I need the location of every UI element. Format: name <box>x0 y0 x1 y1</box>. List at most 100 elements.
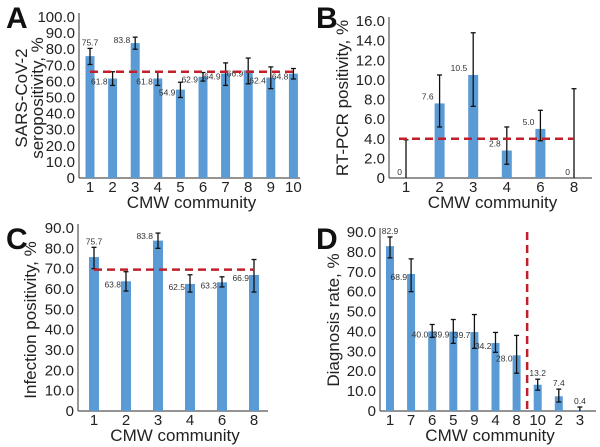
y-tick-label: 80.0 <box>347 244 376 261</box>
y-tick-label: 30.0 <box>347 343 376 360</box>
data-label: 0 <box>565 167 570 177</box>
data-label: 13.2 <box>529 368 546 378</box>
data-label: 39.9 <box>433 330 450 340</box>
bar <box>130 43 140 178</box>
y-tick-label: 100.0 <box>37 9 75 26</box>
x-axis-title: CMW community <box>425 426 555 445</box>
chart-panel-d: D 0 10.0 20.0 30.0 40.0 50.0 60.0 70.0 80.0 90.0Di… <box>316 223 596 445</box>
x-axis-title: CMW community <box>127 193 257 212</box>
y-tick-label: 0 <box>66 403 74 420</box>
data-label: 2.8 <box>489 139 501 149</box>
y-tick-label: 80.0 <box>46 41 75 58</box>
bar <box>434 103 445 178</box>
y-tick-label: 20.0 <box>347 363 376 380</box>
x-tick-label: 7 <box>221 179 229 196</box>
y-tick-label: 50.0 <box>46 90 75 107</box>
y-tick-label: 6.0 <box>364 111 385 128</box>
x-tick-label: 6 <box>218 412 226 429</box>
data-label: 7.4 <box>553 378 565 388</box>
y-tick-label: 90.0 <box>45 220 74 237</box>
x-tick-label: 3 <box>154 412 162 429</box>
y-tick-label: 0 <box>368 403 376 420</box>
data-label: 83.8 <box>114 35 131 45</box>
x-tick-label: 6 <box>536 179 544 196</box>
y-tick-label: 4.0 <box>364 131 385 148</box>
bar <box>85 56 95 178</box>
y-tick-label: 12.0 <box>356 52 385 69</box>
x-tick-label: 7 <box>407 412 415 429</box>
bar <box>533 384 542 411</box>
x-tick-label: 1 <box>386 412 394 429</box>
data-label: 61.8 <box>136 77 153 87</box>
y-tick-label: 10.0 <box>45 383 74 400</box>
x-tick-label: 2 <box>435 179 443 196</box>
x-tick-label: 2 <box>108 179 116 196</box>
y-tick-label: 60.0 <box>347 284 376 301</box>
x-tick-label: 6 <box>199 179 207 196</box>
data-label: 34.2 <box>475 341 492 351</box>
x-axis-title: CMW community <box>428 193 558 212</box>
x-tick-label: 9 <box>470 412 478 429</box>
data-label: 5.0 <box>523 117 535 127</box>
x-tick-label: 10 <box>285 179 302 196</box>
bar <box>153 78 163 178</box>
y-tick-label: 40.0 <box>347 323 376 340</box>
y-tick-label: 30.0 <box>45 342 74 359</box>
data-label: 7.6 <box>422 91 434 101</box>
x-tick-label: 8 <box>512 412 520 429</box>
y-axis-title: Diagnosis rate, % <box>324 253 343 386</box>
y-tick-label: 0 <box>377 170 385 187</box>
y-tick-label: 16.0 <box>356 13 385 30</box>
chart-panel-c: C 0 10.0 20.0 30.0 40.0 50.0 60.0 70.0 80.0 90.0 In… <box>6 220 268 445</box>
data-label: 82.9 <box>382 226 399 236</box>
bar <box>470 332 479 411</box>
bar <box>386 246 394 411</box>
x-tick-label: 8 <box>570 179 578 196</box>
y-tick-label: 60.0 <box>45 281 74 298</box>
data-label: 75.7 <box>82 37 99 47</box>
bar <box>449 331 458 411</box>
x-tick-label: 2 <box>122 412 130 429</box>
panel-letter: D <box>316 223 338 256</box>
y-tick-label: 50.0 <box>45 301 74 318</box>
bar <box>89 257 99 411</box>
x-tick-label: 5 <box>176 179 184 196</box>
y-tick-label: 90.0 <box>347 224 376 241</box>
bar <box>468 74 479 178</box>
y-tick-label: 60.0 <box>46 73 75 90</box>
y-tick-label: 2.0 <box>364 150 385 167</box>
data-label: 83.8 <box>136 231 153 241</box>
y-tick-label: 70.0 <box>347 264 376 281</box>
x-tick-label: 4 <box>503 179 511 196</box>
y-tick-label: 70.0 <box>45 261 74 278</box>
y-tick-label: 40.0 <box>46 106 75 123</box>
y-axis-title: RT-PCR positivity, % <box>333 20 352 176</box>
y-tick-label: 10.0 <box>347 383 376 400</box>
chart-panel-a: A010.020.030.040.050.060.070.080.090.010… <box>6 2 302 212</box>
x-tick-label: 3 <box>469 179 477 196</box>
data-label: 66.9 <box>227 68 244 78</box>
bar <box>554 396 563 411</box>
data-label: 64.9 <box>204 72 221 82</box>
bar <box>108 78 118 178</box>
y-tick-label: 10.0 <box>356 72 385 89</box>
data-label: 61.8 <box>91 77 108 87</box>
y-tick-label: 8.0 <box>364 92 385 109</box>
y-tick-label: 80.0 <box>45 240 74 257</box>
data-label: 64.8 <box>272 72 289 82</box>
y-axis-title: seropositivity, % <box>28 37 47 159</box>
x-tick-label: 4 <box>491 412 499 429</box>
x-tick-label: 1 <box>90 412 98 429</box>
bar <box>535 128 546 178</box>
data-label: 68.9 <box>391 272 408 282</box>
bar <box>221 73 231 178</box>
bar <box>428 331 437 411</box>
x-tick-label: 8 <box>250 412 258 429</box>
data-label: 10.5 <box>451 63 468 73</box>
bar <box>512 355 521 411</box>
data-label: 63.8 <box>104 279 121 289</box>
panel-letter: B <box>316 2 338 35</box>
y-tick-label: 50.0 <box>347 304 376 321</box>
data-label: 75.7 <box>86 236 103 246</box>
bar <box>266 77 276 178</box>
